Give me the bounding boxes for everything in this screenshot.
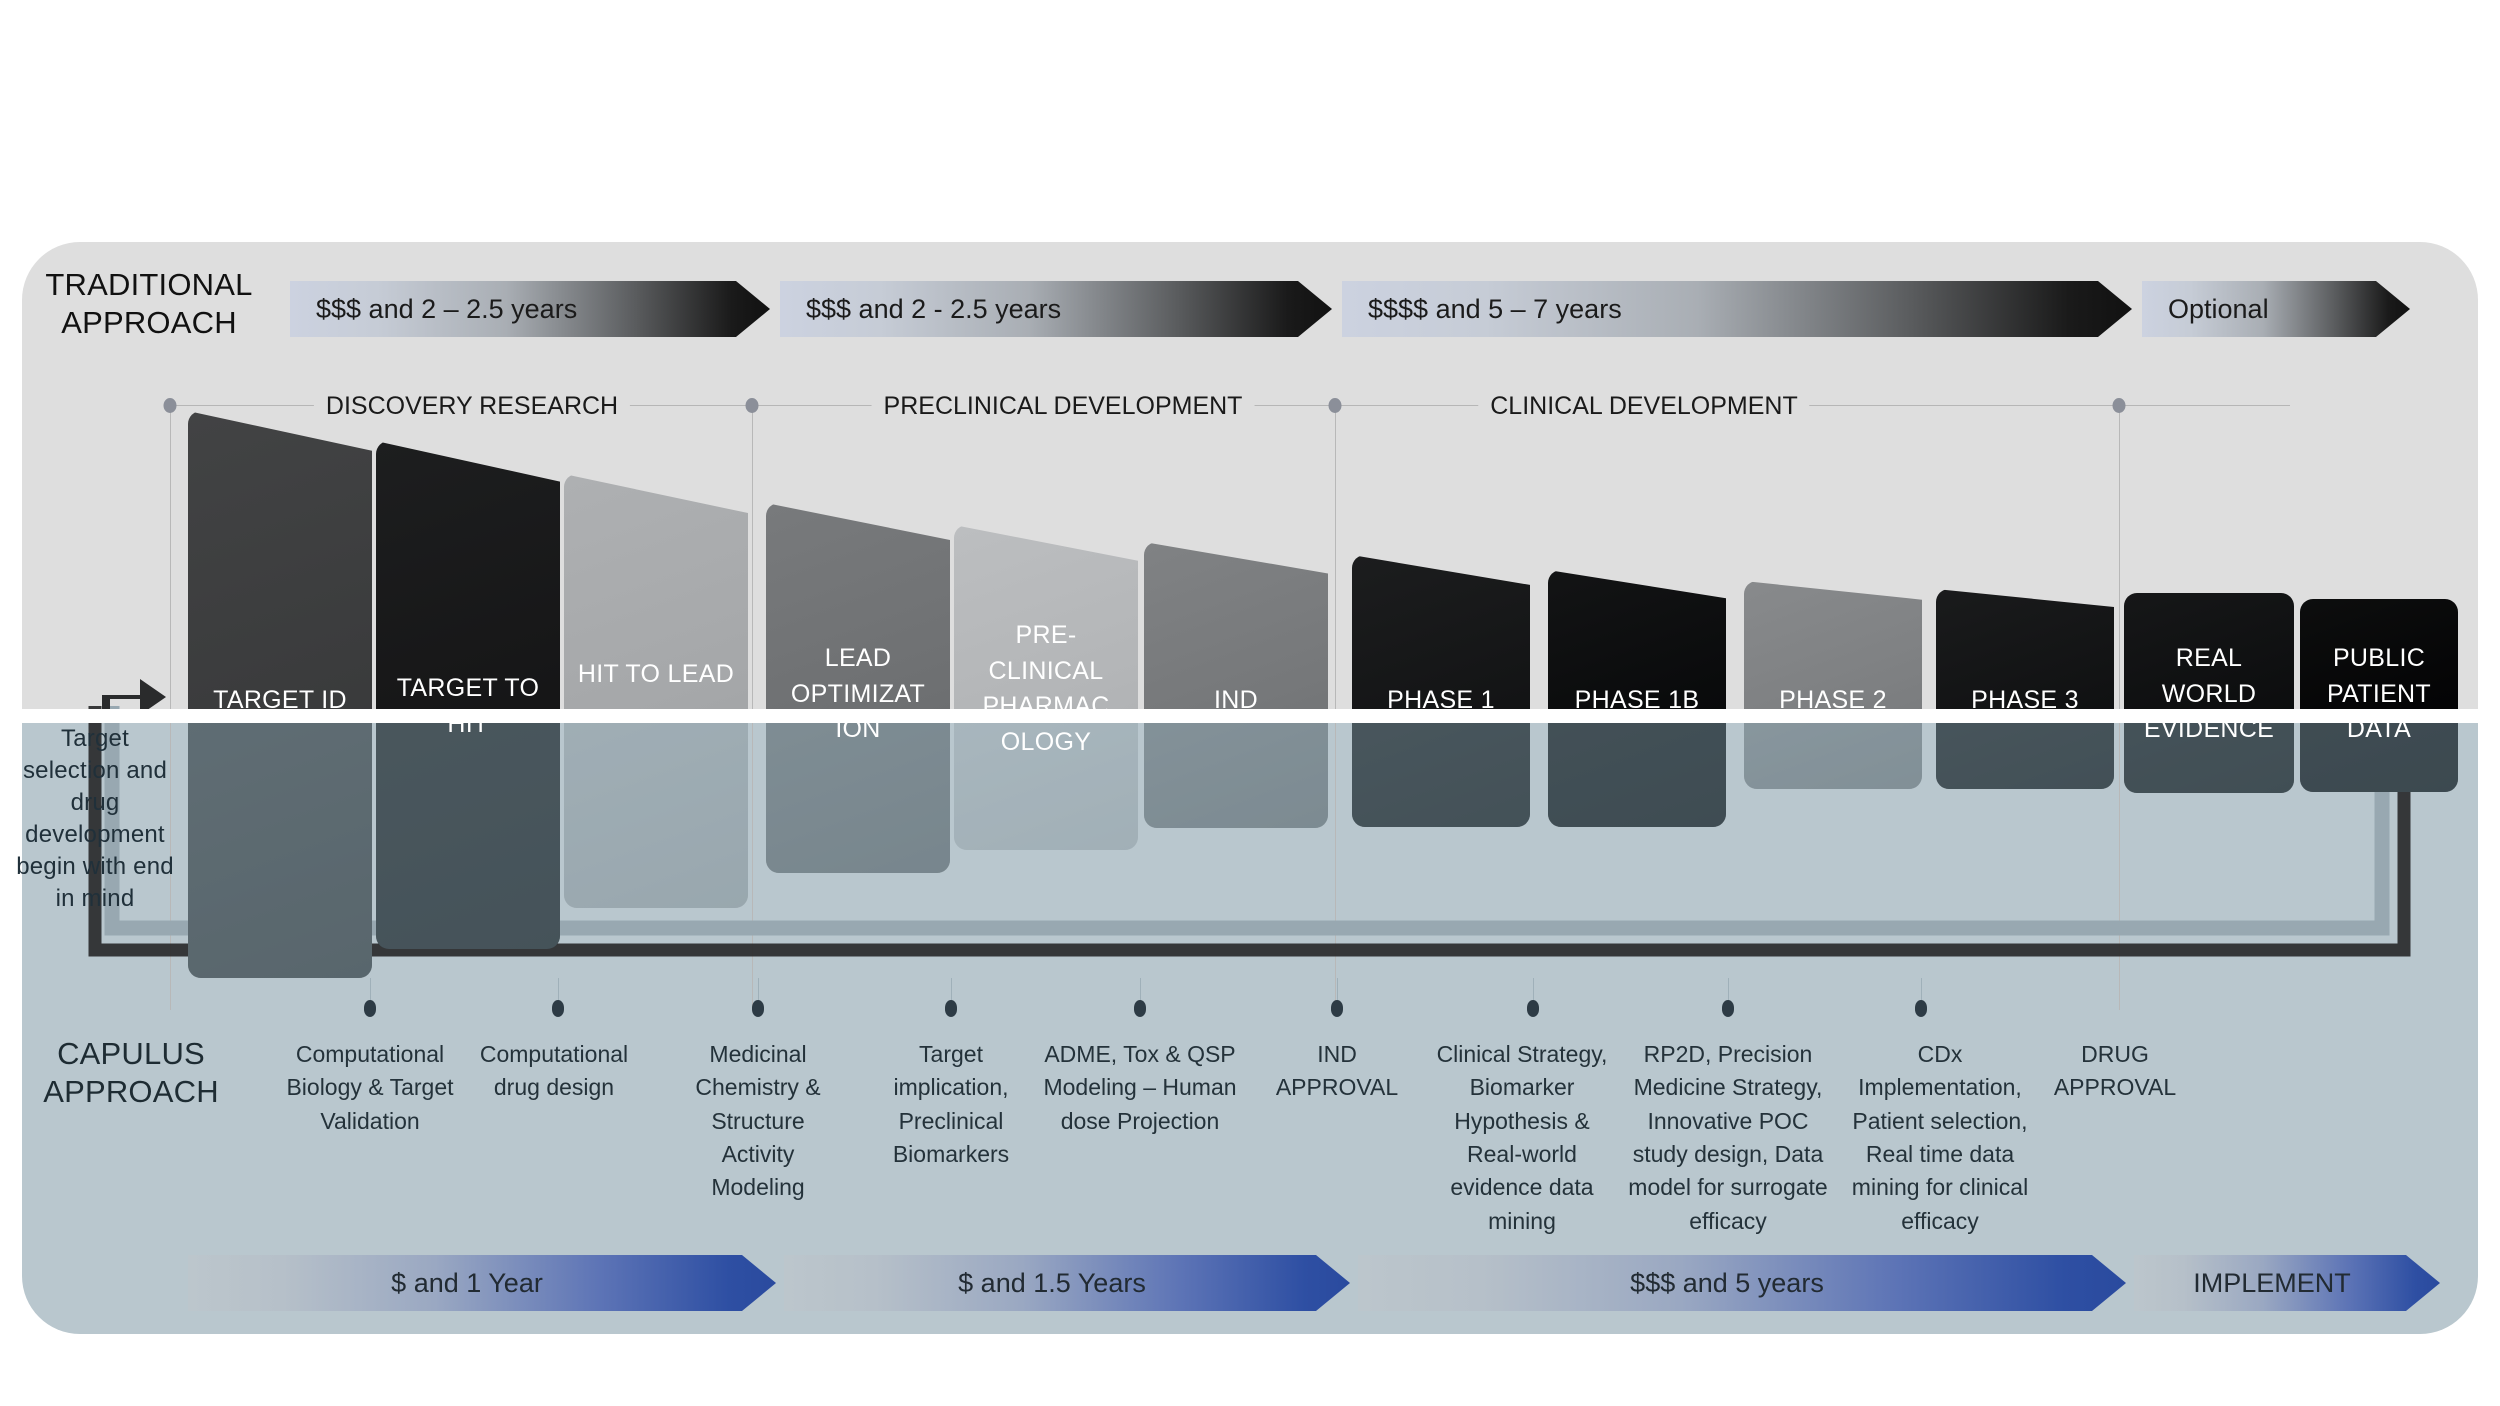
capulus-note-4: Target implication, Preclinical Biomarke…: [892, 1041, 1010, 1168]
section-title-clinical-development: CLINICAL DEVELOPMENT: [1478, 392, 1810, 421]
traditional-arrow-4[interactable]: Optional: [2142, 281, 2410, 337]
capulus-note-10: DRUG APPROVAL: [2053, 1041, 2177, 1101]
stage-label: REAL WORLD EVIDENCE: [2143, 644, 2275, 743]
section-title-preclinical-development: PRECLINICAL DEVELOPMENT: [871, 392, 1255, 421]
capulus-stem: [758, 978, 759, 1006]
stage-box-real-world-evidence[interactable]: REAL WORLD EVIDENCE: [2124, 593, 2294, 793]
capulus-label-line-1: CAPULUS: [57, 1036, 205, 1071]
panel-tint-overlay: [188, 709, 372, 978]
capulus-dot: [1722, 1000, 1734, 1017]
stage-box-ind[interactable]: IND: [1144, 542, 1328, 828]
capulus-stem: [1337, 978, 1338, 1006]
capulus-arrow-2[interactable]: $ and 1.5 Years: [784, 1255, 1350, 1311]
panel-tint-overlay: [1144, 709, 1328, 828]
stage-box-phase-2[interactable]: PHASE 2: [1744, 581, 1922, 789]
capulus-label-line-2: APPROACH: [43, 1073, 219, 1109]
start-arrow-icon: [102, 679, 166, 717]
capulus-note-9: CDx Implementation, Patient selection, R…: [1851, 1041, 2029, 1234]
capulus-dot: [364, 1000, 376, 1017]
traditional-approach-label: TRADITIONAL APPROACH: [40, 266, 258, 342]
capulus-stem: [951, 978, 952, 1006]
stage-box-phase-1b[interactable]: PHASE 1B: [1548, 570, 1726, 827]
capulus-dot: [1527, 1000, 1539, 1017]
capulus-dot: [752, 1000, 764, 1017]
capulus-arrow-2-label: $ and 1.5 Years: [958, 1267, 1146, 1298]
capulus-arrow-3-label: $$$ and 5 years: [1630, 1267, 1824, 1298]
capulus-dot: [1915, 1000, 1927, 1017]
capulus-note-5: ADME, Tox & QSP Modeling – Human dose Pr…: [1043, 1041, 1237, 1134]
capulus-dot: [945, 1000, 957, 1017]
traditional-arrow-1[interactable]: $$$ and 2 – 2.5 years: [290, 281, 770, 337]
stage-box-lead-optimization[interactable]: LEAD OPTIMIZAT ION: [766, 503, 950, 873]
capulus-arrow-3[interactable]: $$$ and 5 years: [1358, 1255, 2126, 1311]
capulus-dot: [1134, 1000, 1146, 1017]
panel-tint-overlay: [1352, 709, 1530, 827]
capulus-note-3: Medicinal Chemistry & Structure Activity…: [695, 1041, 821, 1201]
panel-tint-overlay: [2124, 709, 2294, 793]
section-guide-line-1: [170, 405, 171, 1010]
stage-label: PUBLIC PATIENT DATA: [2327, 644, 2431, 743]
traditional-arrow-1-label: $$$ and 2 – 2.5 years: [316, 293, 578, 324]
capulus-stem: [370, 978, 371, 1006]
section-guide-line-3: [1335, 405, 1336, 1010]
stage-box-target-id[interactable]: TARGET ID: [188, 411, 372, 978]
section-guide-line-4: [2119, 405, 2120, 1010]
capulus-arrow-1-label: $ and 1 Year: [391, 1267, 543, 1298]
traditional-arrow-3[interactable]: $$$$ and 5 – 7 years: [1342, 281, 2132, 337]
stage-label: PRE- CLINICAL PHARMAC OLOGY: [982, 621, 1110, 756]
capulus-approach-label: CAPULUS APPROACH: [26, 1035, 236, 1111]
traditional-arrow-2[interactable]: $$$ and 2 - 2.5 years: [780, 281, 1332, 337]
capulus-dot: [552, 1000, 564, 1017]
stage-box-target-to-hit[interactable]: TARGET TO HIT: [376, 441, 560, 949]
capulus-stem: [558, 978, 559, 1006]
capulus-stem: [1533, 978, 1534, 1006]
intro-note: Target selection and drug development be…: [16, 725, 174, 912]
capulus-arrow-1[interactable]: $ and 1 Year: [188, 1255, 776, 1311]
capulus-note-8: RP2D, Precision Medicine Strategy, Innov…: [1628, 1041, 1828, 1234]
section-title-discovery-research: DISCOVERY RESEARCH: [313, 392, 631, 421]
stage-box-hit-to-lead[interactable]: HIT TO LEAD: [564, 474, 748, 908]
section-dot-3: [1328, 398, 1342, 413]
capulus-stem: [1728, 978, 1729, 1006]
panel-tint-overlay: [564, 709, 748, 908]
panel-tint-overlay: [1548, 709, 1726, 827]
stage-box-phase-1[interactable]: PHASE 1: [1352, 555, 1530, 827]
capulus-dot: [1331, 1000, 1343, 1017]
stage-box-preclinical-pharmacology[interactable]: PRE- CLINICAL PHARMAC OLOGY: [954, 525, 1138, 850]
section-dot-1: [163, 398, 177, 413]
capulus-arrow-4[interactable]: IMPLEMENT: [2134, 1255, 2440, 1311]
capulus-note-1: Computational Biology & Target Validatio…: [286, 1041, 454, 1134]
capulus-stem: [1140, 978, 1141, 1006]
approach-divider: [0, 709, 2500, 723]
section-dot-4: [2112, 398, 2126, 413]
stage-label: TARGET TO HIT: [396, 674, 540, 738]
panel-tint-overlay: [954, 709, 1138, 850]
capulus-note-7: Clinical Strategy, Biomarker Hypothesis …: [1436, 1041, 1608, 1234]
capulus-note-2: Computational drug design: [479, 1041, 629, 1101]
stage-label: LEAD OPTIMIZAT ION: [790, 644, 926, 743]
stage-label: HIT TO LEAD: [577, 660, 735, 688]
traditional-arrow-3-label: $$$$ and 5 – 7 years: [1368, 293, 1622, 324]
traditional-arrow-4-label: Optional: [2168, 293, 2269, 324]
capulus-arrow-4-label: IMPLEMENT: [2193, 1267, 2351, 1298]
section-dot-2: [745, 398, 759, 413]
panel-tint-overlay: [376, 709, 560, 949]
traditional-arrow-2-label: $$$ and 2 - 2.5 years: [806, 293, 1062, 324]
panel-tint-overlay: [766, 709, 950, 873]
traditional-label-line-1: TRADITIONAL: [45, 267, 253, 302]
traditional-label-line-2: APPROACH: [61, 304, 237, 340]
stage-box-public-patient-data[interactable]: PUBLIC PATIENT DATA: [2300, 599, 2458, 792]
stage-box-phase-3[interactable]: PHASE 3: [1936, 589, 2114, 789]
capulus-note-6: IND APPROVAL: [1275, 1041, 1399, 1101]
capulus-stem: [1921, 978, 1922, 1006]
section-guide-line-2: [752, 405, 753, 1010]
